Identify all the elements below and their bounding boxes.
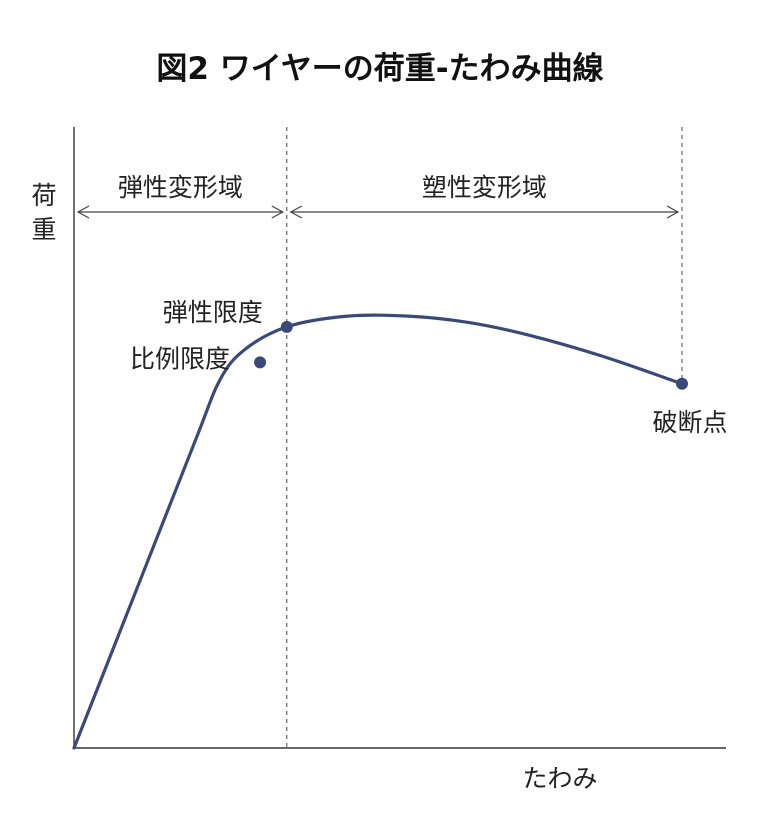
- elastic-limit-marker: [280, 320, 293, 333]
- region-plastic: 塑性変形域: [289, 173, 680, 219]
- fracture-point-marker: [676, 377, 688, 390]
- load-deflection-curve: [72, 313, 684, 750]
- region-label: 弾性変形域: [118, 173, 243, 202]
- x-axis-label: たわみ: [522, 764, 597, 793]
- fracture-point-label: 破断点: [652, 408, 727, 437]
- region-label: 塑性変形域: [422, 173, 547, 202]
- region-arrow-left: [289, 205, 303, 219]
- region-arrow-left: [76, 205, 90, 219]
- region-arrow-right: [666, 205, 680, 219]
- proportional-limit-marker: [254, 356, 267, 369]
- proportional-limit-label: 比例限度: [130, 344, 230, 373]
- y-axis-label-char-2: 重: [31, 215, 56, 244]
- region-annotations: 弾性変形域 塑性変形域: [76, 173, 680, 219]
- chart-title: 図2 ワイヤーの荷重-たわみ曲線: [156, 51, 603, 87]
- region-arrow-right: [271, 205, 285, 219]
- elastic-limit-label: 弾性限度: [163, 298, 263, 327]
- region-elastic: 弾性変形域: [76, 173, 285, 219]
- y-axis-label-char-1: 荷: [31, 181, 56, 210]
